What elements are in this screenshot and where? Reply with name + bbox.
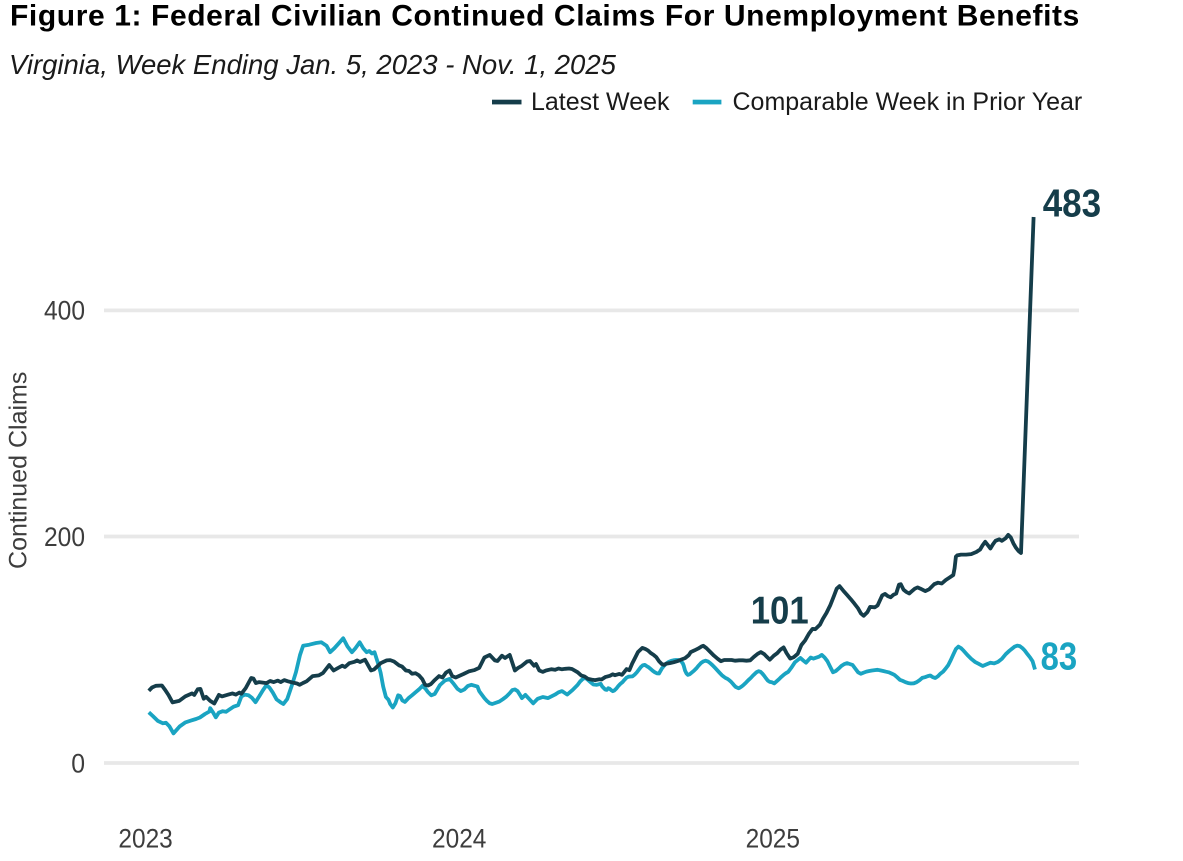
svg-text:2025: 2025: [746, 824, 800, 854]
svg-text:Continued Claims: Continued Claims: [5, 372, 33, 569]
svg-text:400: 400: [44, 296, 85, 326]
svg-text:483: 483: [1043, 182, 1102, 225]
svg-text:Latest Week: Latest Week: [531, 88, 670, 116]
svg-text:2023: 2023: [118, 824, 172, 854]
svg-text:2024: 2024: [432, 824, 486, 854]
svg-text:83: 83: [1041, 636, 1078, 679]
svg-text:Figure 1: Federal Civilian Con: Figure 1: Federal Civilian Continued Cla…: [10, 0, 1080, 32]
svg-text:Virginia, Week Ending Jan. 5,: Virginia, Week Ending Jan. 5, 2023 - Nov…: [9, 49, 617, 80]
svg-text:200: 200: [44, 522, 85, 552]
svg-text:101: 101: [751, 590, 809, 633]
svg-text:0: 0: [71, 749, 85, 779]
svg-text:Comparable Week in Prior Year: Comparable Week in Prior Year: [733, 88, 1083, 116]
